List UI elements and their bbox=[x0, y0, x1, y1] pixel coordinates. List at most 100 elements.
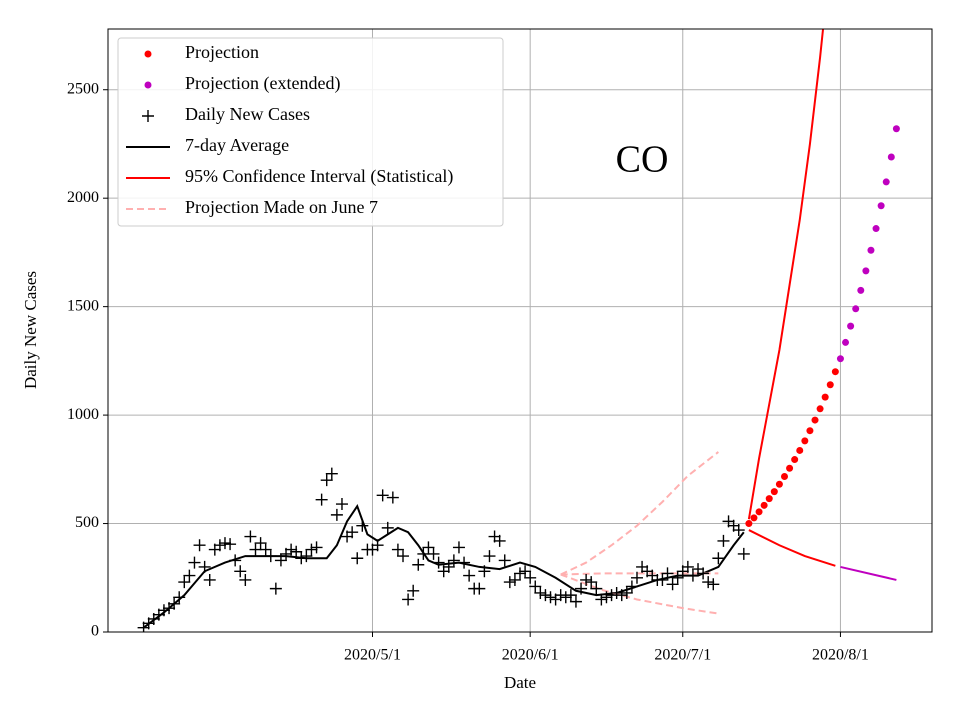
axes-frame bbox=[107, 28, 933, 633]
data-point bbox=[791, 456, 799, 464]
data-point bbox=[203, 573, 216, 586]
legend-swatch bbox=[144, 50, 152, 58]
data-point bbox=[529, 580, 542, 593]
data-point bbox=[737, 547, 750, 560]
data-point bbox=[575, 582, 588, 595]
data-point bbox=[478, 565, 491, 578]
data-line bbox=[748, 529, 836, 567]
data-point bbox=[503, 576, 516, 589]
data-point bbox=[473, 582, 486, 595]
y-tick-label: 1500 bbox=[67, 297, 99, 314]
data-point bbox=[816, 405, 824, 413]
data-line bbox=[840, 565, 897, 581]
data-point bbox=[422, 541, 435, 554]
y-tick-label: 0 bbox=[91, 623, 99, 640]
data-point bbox=[239, 573, 252, 586]
data-point bbox=[732, 524, 745, 537]
legend-label: Daily New Cases bbox=[185, 104, 310, 124]
data-point bbox=[218, 537, 231, 550]
data-point bbox=[320, 474, 333, 487]
data-point bbox=[519, 565, 532, 578]
data-point bbox=[786, 464, 794, 472]
plot-area bbox=[137, 29, 900, 632]
data-point bbox=[892, 125, 900, 133]
data-point bbox=[534, 586, 547, 599]
data-point bbox=[391, 543, 404, 556]
data-point bbox=[234, 565, 247, 578]
data-point bbox=[493, 534, 506, 547]
data-point bbox=[605, 589, 618, 602]
data-point bbox=[872, 225, 880, 233]
data-point bbox=[351, 552, 364, 565]
legend-label: Projection Made on June 7 bbox=[185, 197, 378, 217]
data-point bbox=[615, 589, 628, 602]
data-point bbox=[381, 521, 394, 534]
data-point bbox=[178, 576, 191, 589]
data-point bbox=[580, 573, 593, 586]
data-point bbox=[376, 489, 389, 502]
data-point bbox=[524, 571, 537, 584]
data-point bbox=[760, 501, 768, 509]
data-point bbox=[770, 488, 778, 496]
data-point bbox=[554, 589, 567, 602]
ticks: 0 500 1000 1500 2000 2500 2020/5/1 2020/6/1 2020… bbox=[67, 80, 869, 663]
data-point bbox=[442, 560, 455, 573]
data-point bbox=[539, 589, 552, 602]
data-point bbox=[585, 576, 598, 589]
x-tick-label: 2020/5/1 bbox=[344, 647, 401, 664]
legend: Projection Projection (extended) Daily New… bbox=[117, 37, 504, 227]
legend-label: Projection bbox=[185, 42, 259, 62]
data-point bbox=[458, 556, 471, 569]
data-point bbox=[188, 556, 201, 569]
data-point bbox=[862, 267, 870, 275]
data-point bbox=[514, 567, 526, 580]
data-point bbox=[755, 508, 763, 516]
data-point bbox=[346, 526, 359, 539]
x-tick-label: 2020/8/1 bbox=[812, 647, 869, 664]
data-point bbox=[775, 480, 783, 488]
data-point bbox=[213, 539, 226, 552]
data-point bbox=[259, 543, 272, 556]
data-line bbox=[560, 573, 719, 615]
data-point bbox=[661, 567, 674, 580]
data-point bbox=[224, 538, 237, 551]
data-point bbox=[193, 539, 206, 552]
data-point bbox=[836, 355, 844, 363]
data-point bbox=[745, 520, 753, 528]
data-line bbox=[747, 29, 825, 520]
data-point bbox=[300, 550, 313, 563]
data-point bbox=[610, 586, 623, 599]
y-axis-label: Daily New Cases bbox=[21, 271, 40, 389]
data-point bbox=[285, 543, 298, 556]
data-point bbox=[290, 545, 303, 558]
data-point bbox=[826, 381, 834, 389]
data-point bbox=[681, 560, 694, 573]
data-point bbox=[269, 582, 282, 595]
data-point bbox=[707, 578, 720, 591]
data-point bbox=[325, 467, 338, 480]
data-point bbox=[229, 554, 242, 567]
legend-label: 95% Confidence Interval (Statistical) bbox=[185, 166, 453, 187]
data-point bbox=[831, 368, 839, 376]
data-point bbox=[887, 153, 895, 161]
x-tick-label: 2020/6/1 bbox=[502, 647, 559, 664]
data-point bbox=[330, 508, 343, 521]
data-point bbox=[407, 584, 420, 597]
data-point bbox=[852, 305, 860, 313]
data-point bbox=[702, 576, 715, 589]
grid bbox=[108, 29, 932, 633]
data-line bbox=[560, 451, 719, 576]
x-axis-label: Date bbox=[504, 673, 536, 692]
data-point bbox=[656, 573, 669, 586]
data-point bbox=[447, 554, 460, 567]
data-point bbox=[417, 547, 430, 560]
data-point bbox=[801, 437, 809, 445]
data-point bbox=[806, 427, 814, 435]
data-point bbox=[173, 591, 186, 604]
data-point bbox=[386, 491, 399, 504]
data-point bbox=[780, 472, 788, 480]
data-point bbox=[427, 547, 440, 560]
data-point bbox=[356, 519, 369, 532]
data-point bbox=[686, 569, 699, 582]
